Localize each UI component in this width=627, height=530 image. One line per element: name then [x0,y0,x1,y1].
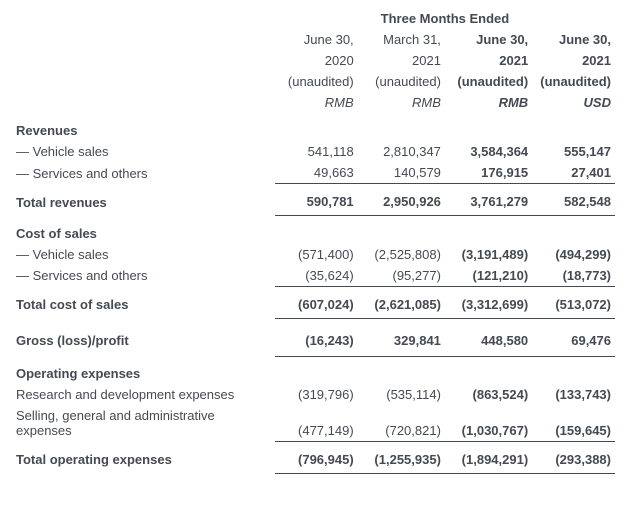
cell: (16,243) [275,318,358,356]
row-label: — Vehicle sales [12,244,275,265]
cell: (1,894,291) [445,441,532,473]
col-header-date: June 30, [275,29,358,50]
col-header-ccy: RMB [445,92,532,113]
col-header-audit: (unaudited) [532,71,615,92]
cell: 448,580 [445,318,532,356]
table-row: — Services and others 49,663 140,579 176… [12,162,615,184]
cell: (477,149) [275,405,358,441]
table-row: Research and development expenses (319,7… [12,384,615,405]
cell: 27,401 [532,162,615,184]
col-header-year: 2021 [445,50,532,71]
cell: 329,841 [358,318,445,356]
table-row: — Services and others (35,624) (95,277) … [12,265,615,287]
cell: (535,114) [358,384,445,405]
col-header-date: June 30, [532,29,615,50]
table-row: RMB RMB RMB USD [12,92,615,113]
table-row: Total operating expenses (796,945) (1,25… [12,441,615,473]
cell: 555,147 [532,141,615,162]
cell: (1,030,767) [445,405,532,441]
cell: 49,663 [275,162,358,184]
section-title-revenues: Revenues [12,113,275,141]
cell: (607,024) [275,286,358,318]
cell: 590,781 [275,184,358,216]
cell: 140,579 [358,162,445,184]
col-header-audit: (unaudited) [275,71,358,92]
cell: (35,624) [275,265,358,287]
col-header-year: 2021 [532,50,615,71]
cell: (18,773) [532,265,615,287]
cell: (2,621,085) [358,286,445,318]
cell: (159,645) [532,405,615,441]
cell: (494,299) [532,244,615,265]
cell: (863,524) [445,384,532,405]
col-header-year: 2020 [275,50,358,71]
table-row: Operating expenses [12,356,615,384]
cell: 2,810,347 [358,141,445,162]
cell: 541,118 [275,141,358,162]
row-label: — Services and others [12,162,275,184]
cell: (1,255,935) [358,441,445,473]
section-title-cost-of-sales: Cost of sales [12,216,275,244]
row-label: Total operating expenses [12,441,275,473]
col-header-date: June 30, [445,29,532,50]
col-header-date: March 31, [358,29,445,50]
col-header-ccy: USD [532,92,615,113]
cell: 3,761,279 [445,184,532,216]
table-row: — Vehicle sales 541,118 2,810,347 3,584,… [12,141,615,162]
cell: (293,388) [532,441,615,473]
period-header: Three Months Ended [275,8,615,29]
table-row: Three Months Ended [12,8,615,29]
cell: (2,525,808) [358,244,445,265]
table-row: Revenues [12,113,615,141]
table-row: Gross (loss)/profit (16,243) 329,841 448… [12,318,615,356]
section-title-opex: Operating expenses [12,356,275,384]
cell: (3,312,699) [445,286,532,318]
cell: 3,584,364 [445,141,532,162]
cell: (133,743) [532,384,615,405]
row-label: Gross (loss)/profit [12,318,275,356]
cell: (571,400) [275,244,358,265]
cell: 2,950,926 [358,184,445,216]
table-row: Total revenues 590,781 2,950,926 3,761,2… [12,184,615,216]
cell: (796,945) [275,441,358,473]
row-label: Total revenues [12,184,275,216]
table-row: Total cost of sales (607,024) (2,621,085… [12,286,615,318]
cell: (95,277) [358,265,445,287]
table-row: (unaudited) (unaudited) (unaudited) (una… [12,71,615,92]
table-row: June 30, March 31, June 30, June 30, [12,29,615,50]
row-label: Research and development expenses [12,384,275,405]
row-label: Selling, general and administrative expe… [12,405,275,441]
row-label: — Vehicle sales [12,141,275,162]
table-row: Cost of sales [12,216,615,244]
financial-table: Three Months Ended June 30, March 31, Ju… [12,8,615,474]
table-row: 2020 2021 2021 2021 [12,50,615,71]
cell: (3,191,489) [445,244,532,265]
col-header-audit: (unaudited) [358,71,445,92]
row-label: — Services and others [12,265,275,287]
cell: (319,796) [275,384,358,405]
col-header-ccy: RMB [275,92,358,113]
row-label: Total cost of sales [12,286,275,318]
table-row: Selling, general and administrative expe… [12,405,615,441]
col-header-audit: (unaudited) [445,71,532,92]
col-header-ccy: RMB [358,92,445,113]
cell: 176,915 [445,162,532,184]
cell: 582,548 [532,184,615,216]
col-header-year: 2021 [358,50,445,71]
cell: (513,072) [532,286,615,318]
table-row: — Vehicle sales (571,400) (2,525,808) (3… [12,244,615,265]
cell: 69,476 [532,318,615,356]
cell: (121,210) [445,265,532,287]
cell: (720,821) [358,405,445,441]
